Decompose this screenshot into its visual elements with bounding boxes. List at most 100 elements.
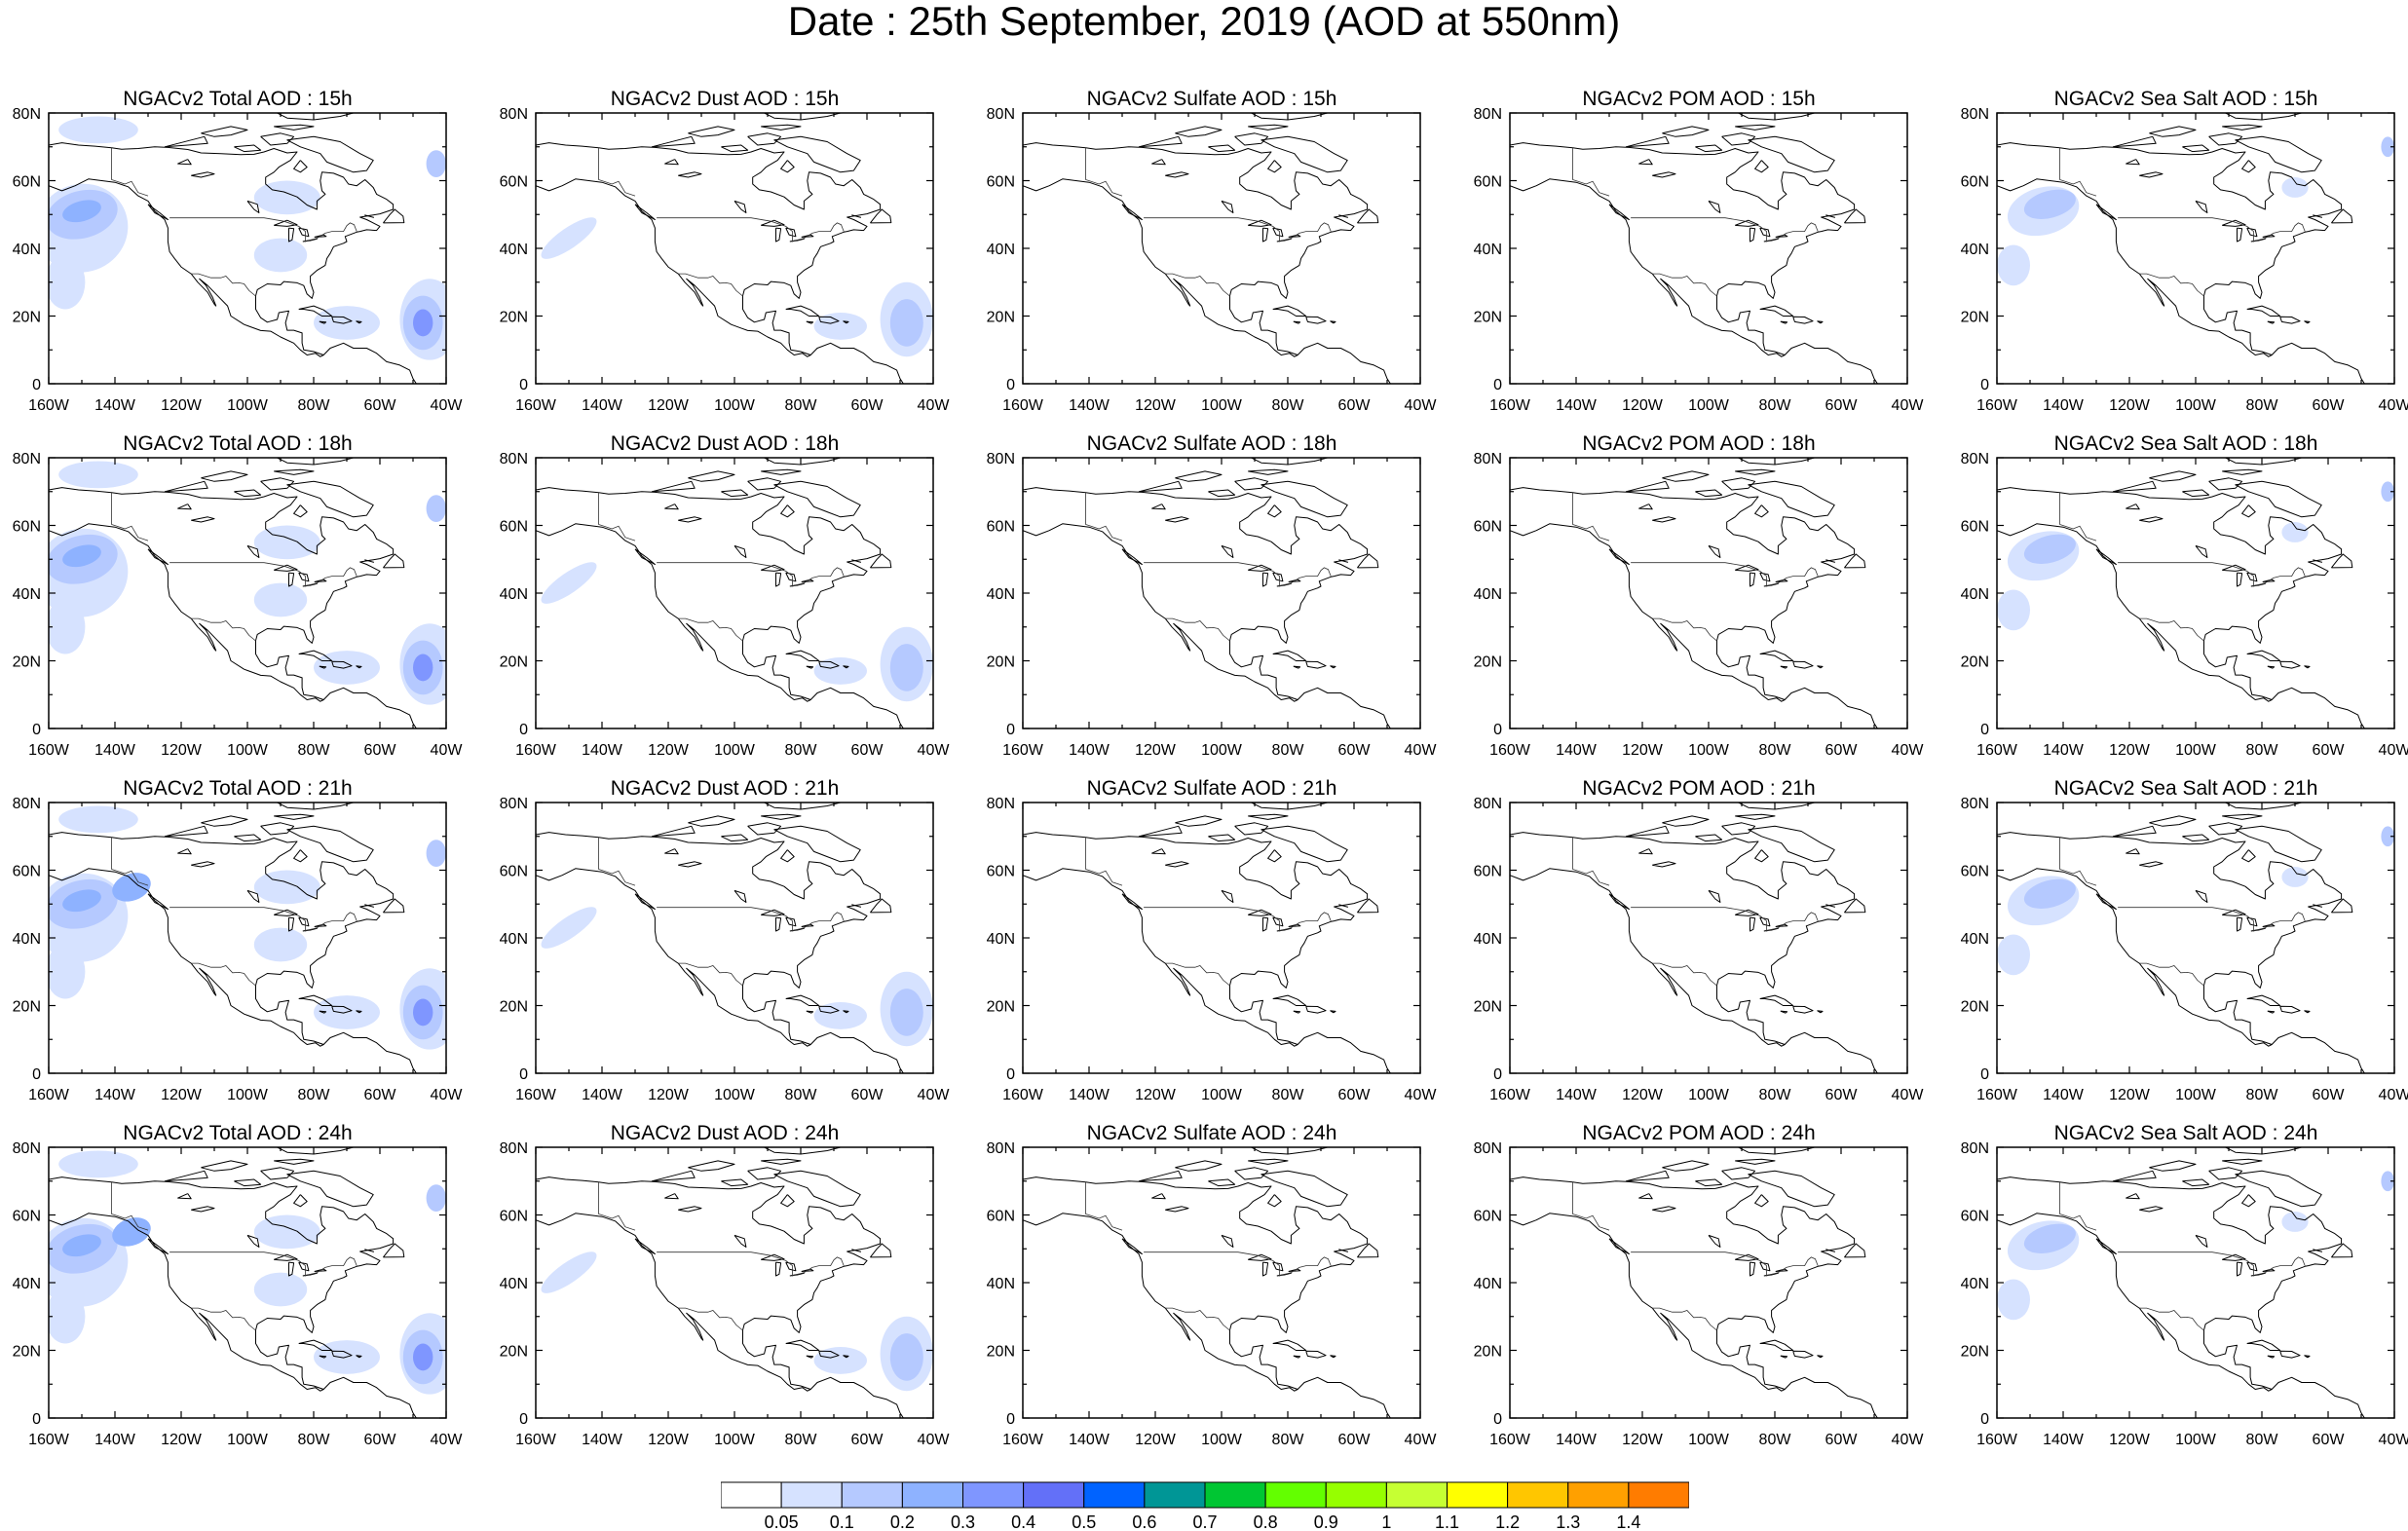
lon-tick-label: 60W bbox=[364, 1432, 397, 1448]
panel-title: NGACv2 POM AOD : 24h bbox=[1582, 1122, 1816, 1144]
lake-outline bbox=[664, 848, 679, 855]
island-outline bbox=[356, 320, 362, 324]
island-outline bbox=[1138, 135, 1183, 148]
lon-tick-label: 60W bbox=[851, 742, 884, 759]
lake-outline bbox=[1708, 200, 1721, 213]
map-canvas: 160W 140W 120W 100W 80W 60W 40W 0 20N 40N 60N 80N bbox=[987, 451, 1438, 759]
lon-tick-label: 40W bbox=[1405, 742, 1438, 759]
lon-tick-label: 80W bbox=[1759, 397, 1792, 414]
lat-tick-label: 40N bbox=[987, 1276, 1015, 1292]
lon-tick-label: 80W bbox=[1272, 1432, 1305, 1448]
lon-tick-label: 40W bbox=[2379, 397, 2408, 414]
lon-tick-label: 140W bbox=[582, 1432, 623, 1448]
lon-tick-label: 100W bbox=[1201, 1087, 1243, 1103]
island-outline bbox=[780, 1194, 795, 1208]
lon-tick-label: 100W bbox=[1688, 1087, 1730, 1103]
island-outline bbox=[651, 480, 696, 493]
island-outline bbox=[1138, 480, 1183, 493]
island-outline bbox=[2279, 316, 2301, 324]
lat-tick-label: 0 bbox=[519, 722, 528, 738]
island-outline bbox=[2112, 825, 2157, 838]
colorbar-box bbox=[1325, 1481, 1387, 1509]
lake-outline bbox=[1262, 227, 1269, 243]
island-outline bbox=[1251, 458, 1330, 466]
political-borders bbox=[598, 492, 845, 642]
lake-outline bbox=[2262, 1268, 2276, 1272]
coastlines bbox=[49, 113, 418, 384]
lake-outline bbox=[1221, 889, 1234, 903]
island-outline bbox=[870, 208, 892, 224]
lake-outline bbox=[2222, 219, 2246, 227]
aod-dust-atlantic-core bbox=[889, 299, 923, 347]
alaska-border bbox=[1085, 837, 1123, 886]
map-layer bbox=[536, 1147, 933, 1418]
island-outline bbox=[2279, 660, 2301, 669]
lat-tick-label: 80N bbox=[987, 1140, 1015, 1157]
lon-tick-label: 80W bbox=[2246, 1432, 2279, 1448]
island-outline bbox=[1780, 665, 1788, 669]
lake-outline bbox=[1750, 572, 1756, 587]
island-outline bbox=[331, 1005, 353, 1014]
tick-marks bbox=[535, 1146, 934, 1419]
colorbar-box bbox=[1567, 1481, 1630, 1509]
lat-tick-label: 60N bbox=[987, 864, 1015, 880]
us-canada-border bbox=[2118, 907, 2306, 932]
lake-outline bbox=[664, 159, 679, 166]
lon-tick-label: 80W bbox=[785, 1432, 818, 1448]
lat-tick-label: 80N bbox=[500, 796, 528, 812]
us-canada-border bbox=[657, 1251, 845, 1277]
lake-outline bbox=[1272, 572, 1284, 582]
island-outline bbox=[806, 1355, 814, 1359]
lake-outline bbox=[1248, 909, 1272, 916]
island-outline bbox=[780, 849, 795, 863]
island-outline bbox=[2182, 834, 2210, 842]
lon-tick-label: 120W bbox=[2109, 1432, 2151, 1448]
island-outline bbox=[201, 1160, 248, 1172]
lake-outline bbox=[246, 544, 260, 558]
lake-outline bbox=[2195, 889, 2208, 903]
lon-tick-label: 80W bbox=[298, 397, 331, 414]
lon-tick-label: 40W bbox=[918, 397, 951, 414]
aod-plume-east bbox=[253, 1272, 308, 1307]
lat-tick-label: 40N bbox=[13, 242, 41, 258]
island-outline bbox=[293, 160, 308, 173]
island-outline bbox=[319, 1010, 327, 1014]
tick-marks bbox=[1996, 457, 2395, 729]
colorbar-label: 0.9 bbox=[1314, 1512, 1338, 1530]
map-panel-sulfate-row1: NGACv2 Sulfate AOD : 15h 160W 140W 120W 100W… bbox=[980, 88, 1444, 419]
map-panel-seasalt-row3: NGACv2 Sea Salt AOD : 21h 160W 140W 120W 100… bbox=[1954, 777, 2408, 1108]
colorbar-label: 0.05 bbox=[765, 1512, 799, 1530]
lon-tick-label: 140W bbox=[1556, 742, 1598, 759]
aod-field bbox=[49, 1150, 446, 1395]
lake-outline bbox=[177, 504, 192, 510]
island-outline bbox=[1260, 135, 1348, 173]
colorbar-label: 1.3 bbox=[1556, 1512, 1580, 1530]
us-mexico-border bbox=[191, 617, 256, 642]
lake-outline bbox=[775, 1261, 782, 1277]
map-panel-sulfate-row2: NGACv2 Sulfate AOD : 18h 160W 140W 120W 100W… bbox=[980, 432, 1444, 764]
island-outline bbox=[2331, 553, 2353, 569]
map-panel-dust-row1: NGACv2 Dust AOD : 15h 160W 140W 120W 100W 80W… bbox=[493, 88, 957, 419]
colorbar-box bbox=[1447, 1481, 1509, 1509]
lake-outline bbox=[1759, 916, 1771, 927]
political-borders bbox=[2059, 492, 2306, 642]
island-outline bbox=[761, 124, 802, 131]
colorbar-label: 0.3 bbox=[951, 1512, 975, 1530]
us-mexico-border bbox=[2139, 273, 2204, 297]
lat-tick-label: 0 bbox=[1980, 377, 1989, 393]
us-canada-border bbox=[1144, 562, 1332, 587]
tick-marks bbox=[1022, 457, 1421, 729]
lon-tick-label: 80W bbox=[785, 1087, 818, 1103]
lake-outline bbox=[1165, 1206, 1189, 1213]
lake-outline bbox=[2262, 234, 2276, 238]
map-panel-total-row3: NGACv2 Total AOD : 21h 160W 140W 120W 100W 80… bbox=[6, 777, 470, 1108]
lat-tick-label: 20N bbox=[1961, 310, 1989, 326]
island-outline bbox=[274, 1158, 315, 1165]
lake-outline bbox=[1165, 171, 1189, 178]
tick-marks bbox=[1509, 112, 1908, 385]
map-background bbox=[536, 1147, 933, 1418]
island-outline bbox=[1272, 1339, 1307, 1351]
panel-title: NGACv2 Sea Salt AOD : 21h bbox=[2053, 777, 2318, 800]
lon-tick-label: 60W bbox=[2313, 1432, 2346, 1448]
map-canvas: 160W 140W 120W 100W 80W 60W 40W 0 20N 40N 60N 80N bbox=[987, 1140, 1438, 1448]
